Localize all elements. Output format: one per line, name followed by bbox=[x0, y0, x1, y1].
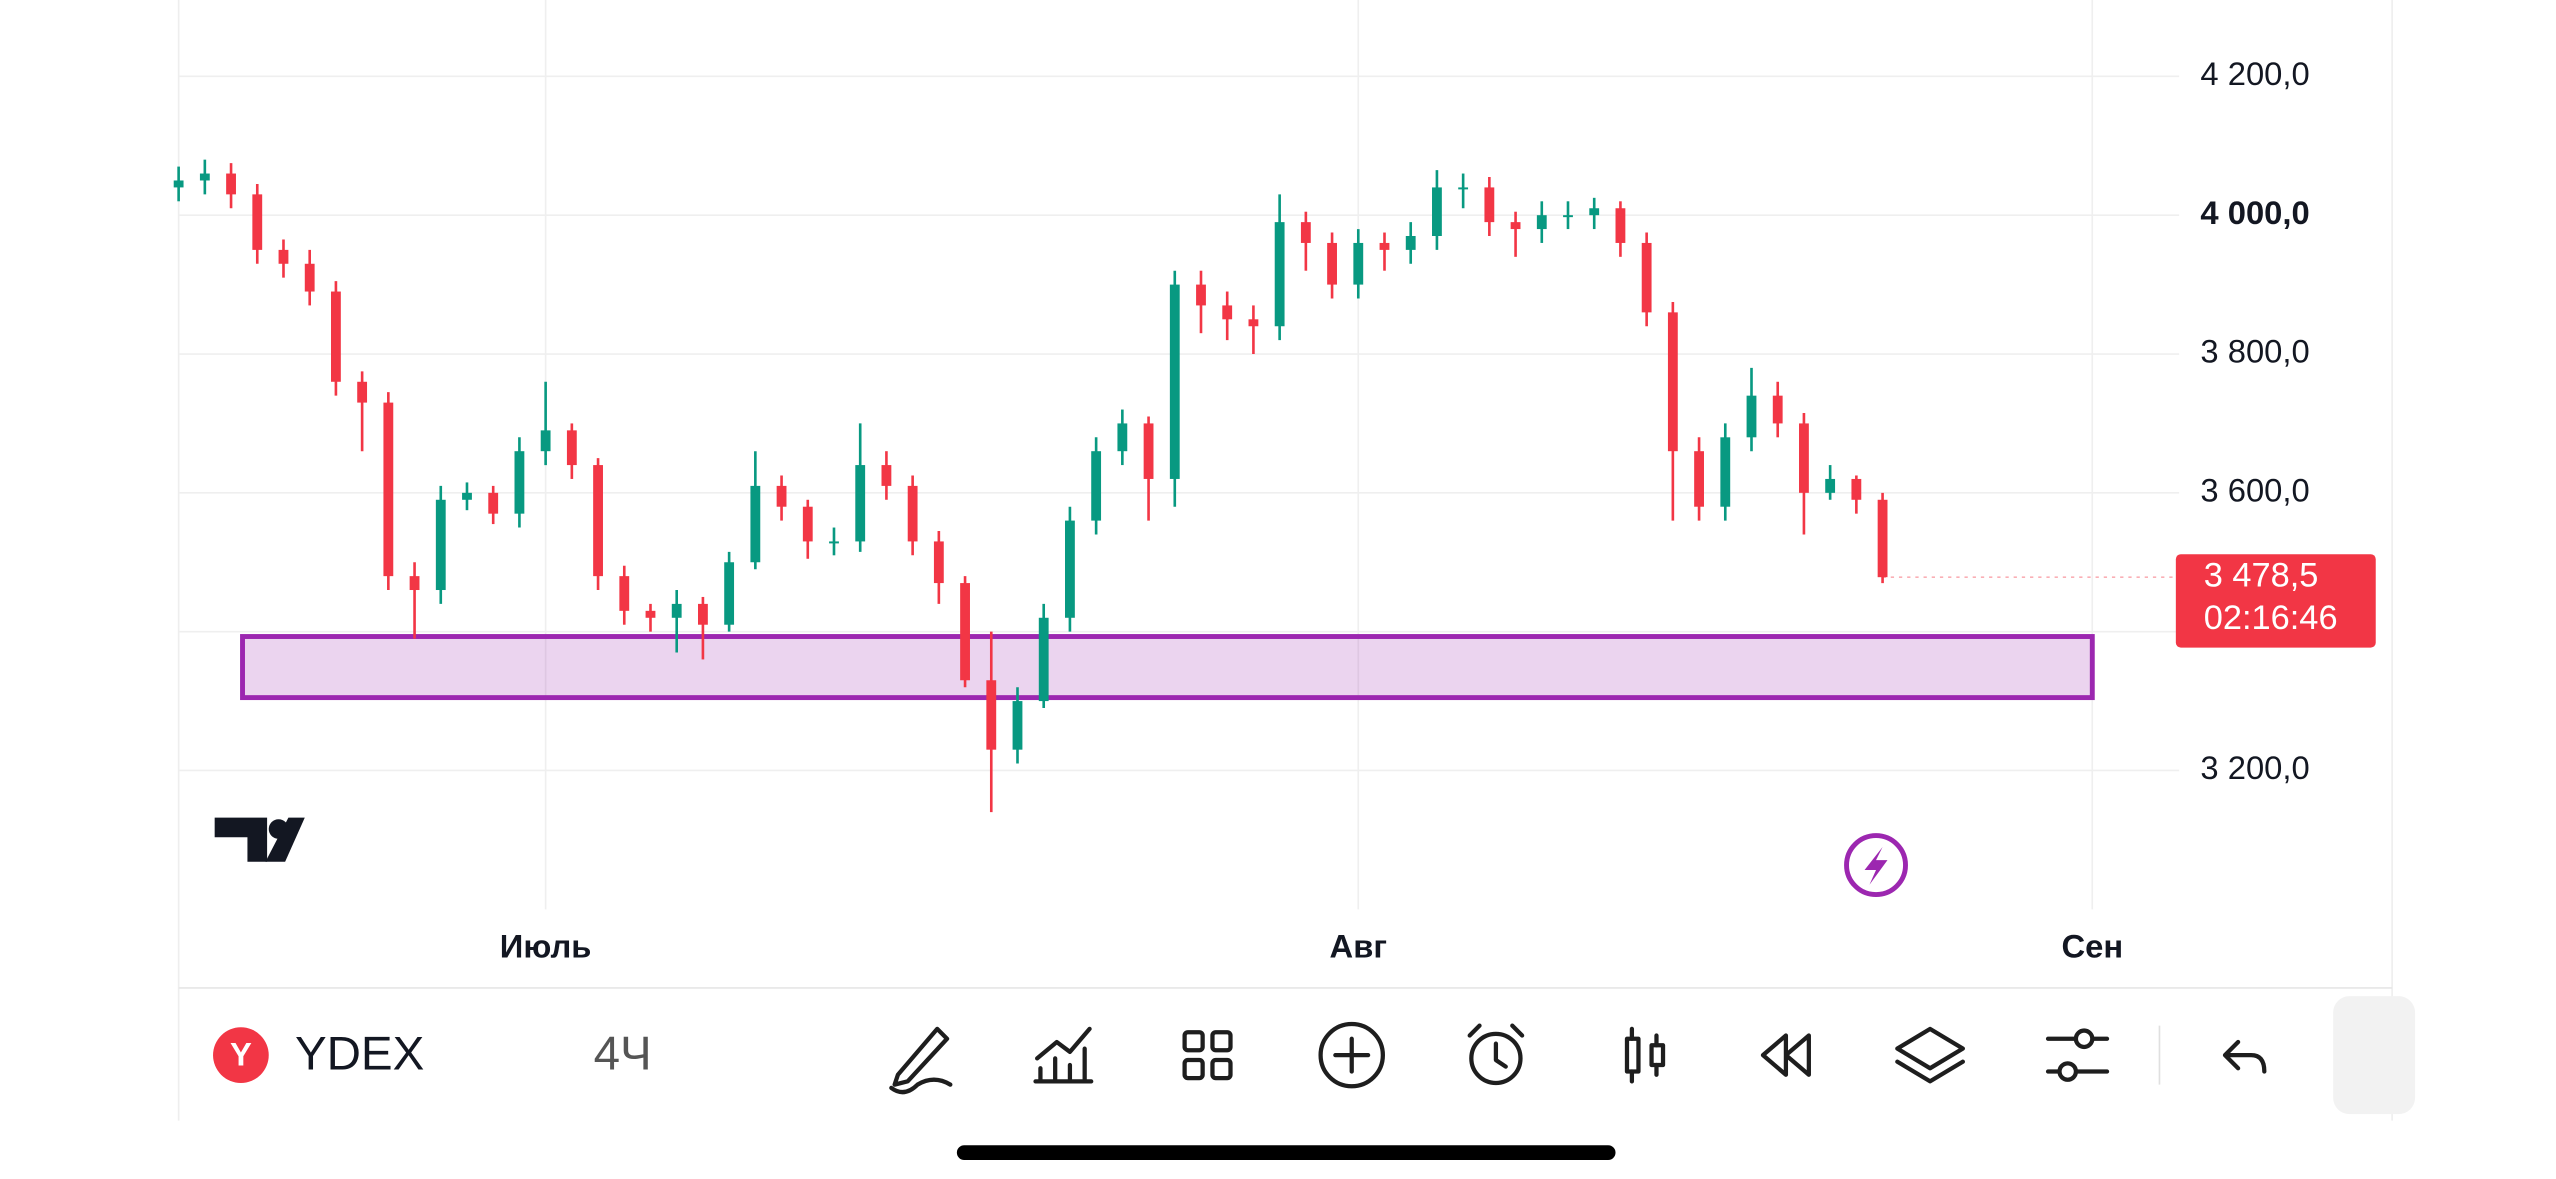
candle-body bbox=[933, 541, 944, 584]
candle-body bbox=[357, 381, 368, 403]
candle-body bbox=[619, 576, 630, 611]
candle-body bbox=[960, 583, 970, 681]
candle-body bbox=[829, 541, 839, 544]
x-tick-label: Сен bbox=[2061, 927, 2123, 964]
candle-body bbox=[383, 402, 394, 577]
y-tick-label: 3 800,0 bbox=[2200, 333, 2309, 370]
candle-body bbox=[1799, 423, 1809, 493]
candle-body bbox=[1589, 208, 1600, 216]
undo[interactable] bbox=[2222, 1039, 2267, 1074]
candle-body bbox=[1641, 242, 1652, 313]
home-indicator bbox=[956, 1145, 1616, 1160]
price-tag-timer: 02:16:46 bbox=[2204, 599, 2338, 637]
candle-body bbox=[593, 465, 603, 577]
candle-body bbox=[1169, 284, 1180, 479]
candle-body bbox=[566, 430, 577, 466]
candle-body bbox=[671, 603, 682, 618]
symbol-logo-letter: Y bbox=[230, 1035, 252, 1072]
candle-body bbox=[907, 485, 918, 542]
interval[interactable]: 4Ч bbox=[594, 1027, 652, 1080]
candle-body bbox=[1877, 499, 1888, 578]
candle-body bbox=[514, 451, 525, 514]
candle-body bbox=[724, 562, 735, 625]
x-tick-label: Июль bbox=[500, 927, 592, 964]
candle-body bbox=[1091, 451, 1102, 521]
tv-logo bbox=[214, 817, 305, 862]
layouts[interactable] bbox=[1182, 1030, 1233, 1081]
candle-body bbox=[1327, 242, 1337, 285]
candle-body bbox=[855, 465, 866, 542]
candle-body bbox=[1038, 617, 1049, 702]
candle-body bbox=[1825, 478, 1836, 493]
candle-body bbox=[1484, 187, 1495, 223]
candle-body bbox=[1143, 423, 1154, 479]
y-tick-label: 4 000,0 bbox=[2200, 194, 2309, 231]
candle-body bbox=[1720, 437, 1731, 507]
candle-body bbox=[1274, 222, 1285, 327]
draw-tool[interactable] bbox=[889, 1026, 953, 1095]
zone bbox=[240, 634, 2095, 701]
price-tag-label: 3 478,5 bbox=[2204, 556, 2319, 594]
candle-body bbox=[1458, 187, 1469, 190]
candle-body bbox=[1536, 215, 1547, 230]
candle-body bbox=[1012, 701, 1023, 750]
x-tick-label: Авг bbox=[1330, 927, 1387, 964]
replay[interactable] bbox=[1760, 1033, 1811, 1077]
add[interactable] bbox=[1318, 1021, 1385, 1089]
y-tick-label: 3 200,0 bbox=[2200, 749, 2309, 786]
candle-body bbox=[802, 506, 813, 542]
candle-body bbox=[1432, 187, 1442, 237]
candle-body bbox=[1222, 305, 1233, 320]
candle-body bbox=[645, 610, 656, 618]
candle-body bbox=[1379, 242, 1390, 250]
candle-body bbox=[173, 180, 184, 188]
candle-body bbox=[1694, 451, 1704, 507]
candle-body bbox=[1196, 284, 1206, 306]
candle-body bbox=[304, 263, 315, 292]
candle-body bbox=[881, 465, 892, 486]
candle-body bbox=[1746, 395, 1757, 438]
y-tick-label: 3 600,0 bbox=[2200, 471, 2309, 508]
symbol[interactable]: YDEX bbox=[295, 1027, 424, 1080]
layers[interactable] bbox=[1895, 1026, 1965, 1084]
candle-body bbox=[1065, 520, 1075, 618]
candle-body bbox=[1300, 222, 1311, 243]
symbol-logo bbox=[213, 1027, 269, 1083]
more-button[interactable] bbox=[2333, 996, 2416, 1115]
candle-body bbox=[199, 173, 210, 181]
chart-type[interactable] bbox=[1624, 1026, 1666, 1084]
plot: 3 200,03 400,03 600,03 800,04 000,04 200… bbox=[173, 0, 2376, 964]
candle-body bbox=[278, 249, 289, 264]
candle-body bbox=[1117, 423, 1128, 452]
candle-body bbox=[435, 499, 446, 591]
indicators[interactable] bbox=[1033, 1026, 1094, 1084]
candle-body bbox=[1615, 208, 1626, 243]
alert[interactable] bbox=[1467, 1023, 1525, 1086]
candle-body bbox=[488, 492, 499, 514]
candle-body bbox=[1405, 236, 1416, 250]
candle-body bbox=[698, 603, 708, 625]
candle-body bbox=[1851, 478, 1862, 500]
candle-body bbox=[1510, 222, 1521, 230]
settings[interactable] bbox=[2045, 1028, 2110, 1082]
candle-body bbox=[1667, 312, 1678, 452]
candle-body bbox=[226, 173, 236, 195]
candle-body bbox=[540, 430, 551, 452]
candle-body bbox=[986, 680, 997, 750]
lightning-button[interactable] bbox=[1844, 833, 1908, 898]
candle-body bbox=[776, 485, 787, 507]
candle-body bbox=[409, 576, 420, 591]
price-tag bbox=[2175, 554, 2376, 648]
candle-body bbox=[1248, 319, 1259, 327]
candle-body bbox=[1563, 215, 1573, 218]
candle-body bbox=[1353, 242, 1364, 285]
candle-body bbox=[252, 194, 263, 250]
candle-body bbox=[462, 492, 472, 500]
candle-body bbox=[1772, 395, 1783, 424]
candle-body bbox=[750, 485, 761, 563]
y-tick-label: 4 200,0 bbox=[2200, 55, 2309, 92]
candle-body bbox=[330, 291, 341, 382]
